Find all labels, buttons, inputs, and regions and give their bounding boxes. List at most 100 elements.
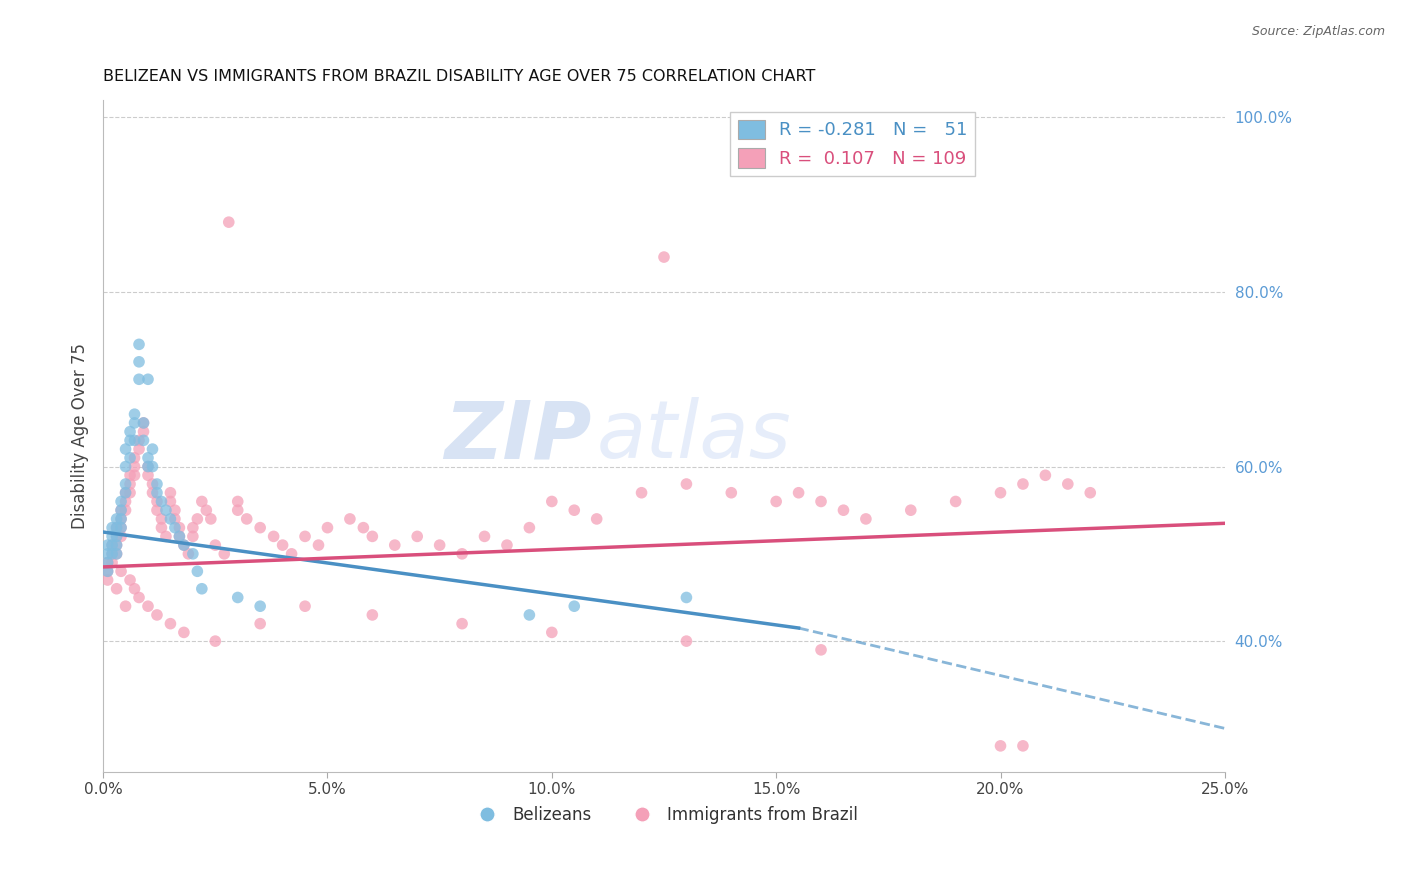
Point xyxy=(226,494,249,508)
Point xyxy=(128,355,150,369)
Point xyxy=(810,494,832,508)
Point xyxy=(1012,477,1035,491)
Point xyxy=(1056,477,1078,491)
Point xyxy=(159,494,181,508)
Point xyxy=(136,599,159,614)
Point xyxy=(132,434,155,448)
Point xyxy=(128,591,150,605)
Point xyxy=(630,485,652,500)
Point xyxy=(110,521,132,535)
Point xyxy=(280,547,302,561)
Point xyxy=(675,591,697,605)
Point xyxy=(263,529,285,543)
Point xyxy=(105,547,128,561)
Text: atlas: atlas xyxy=(596,397,792,475)
Point xyxy=(146,477,169,491)
Point xyxy=(173,625,195,640)
Point xyxy=(105,538,128,552)
Text: Source: ZipAtlas.com: Source: ZipAtlas.com xyxy=(1251,25,1385,38)
Point xyxy=(173,538,195,552)
Text: ZIP: ZIP xyxy=(444,397,591,475)
Point xyxy=(97,564,120,578)
Point xyxy=(110,564,132,578)
Point xyxy=(118,434,141,448)
Point xyxy=(101,556,124,570)
Point xyxy=(97,538,120,552)
Point xyxy=(141,485,163,500)
Point xyxy=(181,529,204,543)
Point xyxy=(181,547,204,561)
Point xyxy=(352,521,374,535)
Point xyxy=(124,407,146,421)
Point xyxy=(101,529,124,543)
Point xyxy=(105,547,128,561)
Point xyxy=(110,521,132,535)
Point xyxy=(114,459,136,474)
Point xyxy=(169,521,191,535)
Point xyxy=(173,538,195,552)
Point xyxy=(316,521,339,535)
Point xyxy=(114,442,136,456)
Point xyxy=(181,521,204,535)
Point xyxy=(204,634,226,648)
Point xyxy=(101,538,124,552)
Point xyxy=(118,425,141,439)
Point xyxy=(136,468,159,483)
Point xyxy=(832,503,855,517)
Point xyxy=(114,503,136,517)
Point xyxy=(124,416,146,430)
Point xyxy=(249,599,271,614)
Point xyxy=(110,494,132,508)
Point xyxy=(159,616,181,631)
Legend: Belizeans, Immigrants from Brazil: Belizeans, Immigrants from Brazil xyxy=(464,799,865,831)
Point xyxy=(1078,485,1101,500)
Point xyxy=(124,434,146,448)
Point xyxy=(105,529,128,543)
Point xyxy=(562,503,585,517)
Point xyxy=(97,573,120,587)
Point xyxy=(294,599,316,614)
Point xyxy=(146,503,169,517)
Point xyxy=(132,416,155,430)
Point xyxy=(110,529,132,543)
Point xyxy=(451,547,474,561)
Point xyxy=(339,512,361,526)
Point xyxy=(474,529,496,543)
Point xyxy=(195,503,218,517)
Point xyxy=(110,512,132,526)
Point xyxy=(141,477,163,491)
Point xyxy=(101,547,124,561)
Point xyxy=(128,372,150,386)
Point xyxy=(124,450,146,465)
Point xyxy=(361,607,384,622)
Point xyxy=(765,494,787,508)
Point xyxy=(124,459,146,474)
Point xyxy=(114,599,136,614)
Point xyxy=(519,607,541,622)
Point xyxy=(177,547,200,561)
Point xyxy=(226,591,249,605)
Point xyxy=(141,442,163,456)
Point xyxy=(406,529,429,543)
Point xyxy=(451,616,474,631)
Point xyxy=(110,512,132,526)
Point xyxy=(105,512,128,526)
Point xyxy=(226,503,249,517)
Point xyxy=(146,607,169,622)
Point xyxy=(163,521,186,535)
Point xyxy=(124,582,146,596)
Point xyxy=(105,529,128,543)
Point xyxy=(308,538,330,552)
Point xyxy=(496,538,519,552)
Point xyxy=(110,503,132,517)
Point xyxy=(163,503,186,517)
Point xyxy=(146,494,169,508)
Point xyxy=(163,512,186,526)
Point xyxy=(214,547,236,561)
Point xyxy=(159,512,181,526)
Point xyxy=(141,459,163,474)
Point xyxy=(900,503,922,517)
Point xyxy=(97,547,120,561)
Point xyxy=(218,215,240,229)
Point xyxy=(249,521,271,535)
